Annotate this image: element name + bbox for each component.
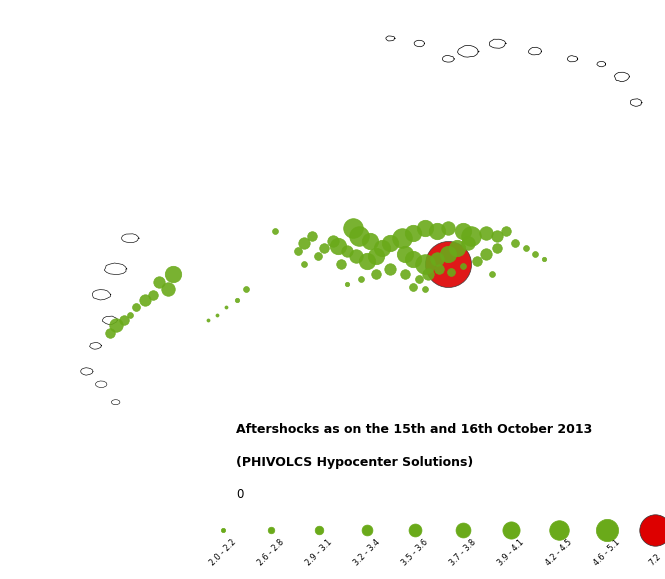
Point xyxy=(443,223,454,233)
Point xyxy=(650,526,660,535)
Point xyxy=(353,231,364,240)
Point xyxy=(443,259,454,269)
Point xyxy=(307,231,318,240)
Point xyxy=(471,256,482,266)
Point xyxy=(110,321,121,330)
Text: 7.2: 7.2 xyxy=(647,552,663,567)
Point xyxy=(410,526,420,535)
Text: 2.0 - 2.2: 2.0 - 2.2 xyxy=(208,538,237,567)
Point xyxy=(396,233,407,243)
Point xyxy=(509,239,520,248)
Point xyxy=(342,247,352,256)
Point xyxy=(492,244,503,253)
Point xyxy=(400,249,410,258)
Point xyxy=(104,328,115,338)
Text: 2.6 - 2.8: 2.6 - 2.8 xyxy=(256,538,286,567)
Point xyxy=(362,526,372,535)
Point xyxy=(452,244,462,253)
Point xyxy=(458,226,468,235)
Point xyxy=(529,249,540,258)
Text: 2.9 - 3.1: 2.9 - 3.1 xyxy=(304,538,334,567)
Point xyxy=(432,226,442,235)
Text: Aftershocks as on the 15th and 16th October 2013: Aftershocks as on the 15th and 16th Octo… xyxy=(236,423,593,437)
Text: 3.5 - 3.6: 3.5 - 3.6 xyxy=(400,538,430,567)
Point xyxy=(119,316,130,325)
Text: 3.7 - 3.8: 3.7 - 3.8 xyxy=(448,538,477,567)
Point xyxy=(501,226,511,235)
Point xyxy=(168,269,179,278)
Point xyxy=(420,259,430,269)
Point xyxy=(521,244,531,253)
Point xyxy=(408,283,419,292)
Point xyxy=(220,303,231,312)
Point xyxy=(333,241,344,251)
Point xyxy=(432,254,442,263)
Point xyxy=(376,244,387,253)
Point xyxy=(241,285,251,294)
Point xyxy=(385,265,396,274)
Point xyxy=(458,526,468,535)
Point xyxy=(480,229,491,238)
Point xyxy=(420,223,430,233)
Point xyxy=(154,277,164,287)
Point xyxy=(336,259,346,269)
Point xyxy=(232,295,243,305)
Point xyxy=(293,247,303,256)
Point xyxy=(370,269,381,278)
Point xyxy=(446,267,456,276)
Point xyxy=(313,526,324,535)
Point xyxy=(265,526,276,535)
Point xyxy=(466,231,477,240)
Point xyxy=(414,274,424,284)
Point xyxy=(554,526,565,535)
Text: 4.6 - 5.1: 4.6 - 5.1 xyxy=(592,538,622,567)
Point xyxy=(385,239,396,248)
Point xyxy=(148,290,158,299)
Point xyxy=(408,254,419,263)
Text: 0: 0 xyxy=(236,488,243,501)
Point xyxy=(400,269,410,278)
Point xyxy=(327,236,338,245)
Point xyxy=(362,256,372,266)
Point xyxy=(486,269,497,278)
Polygon shape xyxy=(96,381,107,387)
Polygon shape xyxy=(112,400,120,405)
Point xyxy=(434,265,445,274)
Point xyxy=(602,526,612,535)
Point xyxy=(356,274,366,284)
Point xyxy=(211,310,222,320)
Point xyxy=(463,239,473,248)
Point xyxy=(420,285,430,294)
Point xyxy=(492,231,503,240)
Point xyxy=(505,526,516,535)
Point xyxy=(365,236,376,245)
Point xyxy=(130,303,141,312)
Point xyxy=(408,229,419,238)
Point xyxy=(139,295,150,305)
Point xyxy=(319,244,329,253)
Point xyxy=(299,239,309,248)
Text: (PHIVOLCS Hypocenter Solutions): (PHIVOLCS Hypocenter Solutions) xyxy=(236,456,473,469)
Text: 4.2 - 4.5: 4.2 - 4.5 xyxy=(544,538,574,567)
Point xyxy=(313,251,323,261)
Point xyxy=(458,262,468,271)
Point xyxy=(370,251,381,261)
Point xyxy=(203,316,213,325)
Point xyxy=(342,280,352,289)
Point xyxy=(538,254,549,263)
Text: 3.2 - 3.4: 3.2 - 3.4 xyxy=(352,538,382,567)
Point xyxy=(350,251,361,261)
Point xyxy=(269,226,280,235)
Point xyxy=(162,285,173,294)
Point xyxy=(480,249,491,258)
Point xyxy=(217,526,228,535)
Point xyxy=(443,249,454,258)
Point xyxy=(347,223,358,233)
Point xyxy=(125,310,136,320)
Point xyxy=(299,259,309,269)
Text: 3.9 - 4.1: 3.9 - 4.1 xyxy=(496,538,526,567)
Point xyxy=(422,269,433,278)
